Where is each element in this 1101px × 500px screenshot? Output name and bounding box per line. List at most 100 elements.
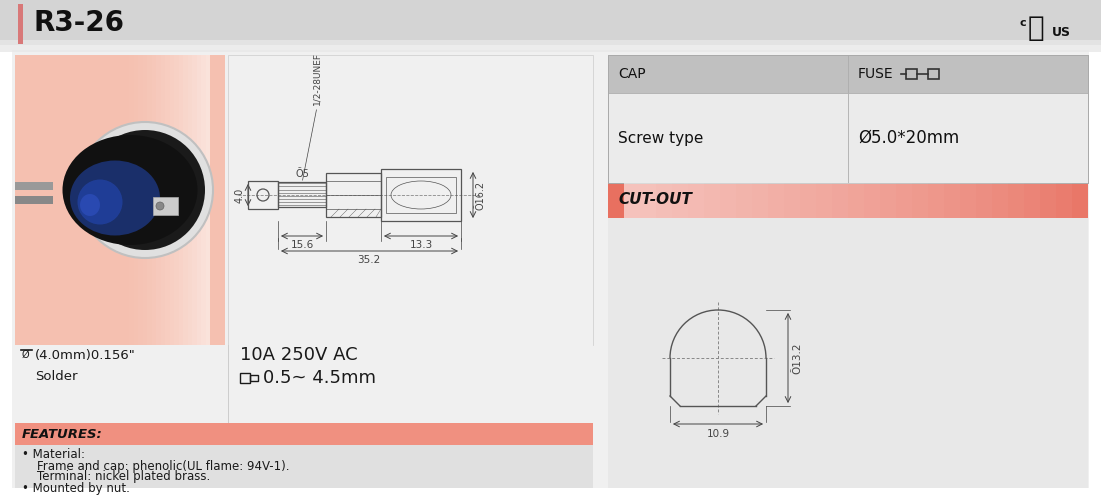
Bar — [133, 55, 138, 345]
Circle shape — [156, 202, 164, 210]
Bar — [15, 423, 593, 445]
Bar — [784, 183, 800, 218]
Bar — [250, 375, 258, 381]
Bar — [381, 169, 461, 221]
Text: Õ5: Õ5 — [295, 169, 309, 179]
Bar — [206, 55, 210, 345]
Bar — [15, 182, 53, 190]
Text: c: c — [1020, 18, 1026, 28]
Bar — [992, 183, 1009, 218]
Bar — [0, 0, 1101, 45]
Bar — [192, 55, 196, 345]
Bar — [15, 445, 593, 488]
Bar — [183, 55, 187, 345]
Bar — [704, 183, 720, 218]
Ellipse shape — [63, 135, 197, 245]
Text: 35.2: 35.2 — [358, 255, 381, 265]
Bar — [178, 55, 183, 345]
Text: Õ13.2: Õ13.2 — [792, 342, 802, 374]
Bar — [672, 183, 688, 218]
Text: FUSE: FUSE — [858, 67, 894, 81]
Bar — [832, 183, 848, 218]
Text: 10.9: 10.9 — [707, 429, 730, 439]
Text: FEATURES:: FEATURES: — [22, 428, 102, 440]
Bar — [15, 196, 53, 204]
Text: Õ16.2: Õ16.2 — [476, 180, 486, 210]
Bar — [152, 55, 156, 345]
Ellipse shape — [70, 160, 160, 236]
Bar — [896, 183, 912, 218]
Bar — [848, 93, 1088, 183]
Bar — [148, 55, 152, 345]
Bar — [944, 183, 960, 218]
Text: 1/2-28UNEF: 1/2-28UNEF — [313, 52, 321, 105]
Bar — [1009, 183, 1024, 218]
Bar — [196, 55, 201, 345]
Bar — [864, 183, 880, 218]
Bar — [816, 183, 832, 218]
Bar — [15, 345, 593, 385]
Bar — [880, 183, 896, 218]
Text: 13.3: 13.3 — [410, 240, 433, 250]
Bar — [156, 55, 161, 345]
Text: 4.0: 4.0 — [235, 188, 246, 202]
Bar — [735, 183, 752, 218]
Text: Ø: Ø — [22, 350, 30, 360]
Bar — [960, 183, 975, 218]
Bar — [228, 55, 593, 345]
Bar — [608, 218, 1088, 488]
Bar — [15, 55, 225, 345]
Bar — [752, 183, 768, 218]
Bar — [975, 183, 992, 218]
Bar — [624, 183, 640, 218]
Bar — [768, 183, 784, 218]
Bar — [0, 40, 1101, 52]
Bar — [800, 183, 816, 218]
Bar — [124, 55, 129, 345]
Bar — [688, 183, 704, 218]
Bar — [201, 55, 206, 345]
Bar — [608, 183, 1088, 218]
Bar — [187, 55, 192, 345]
Text: 10A 250V AC: 10A 250V AC — [240, 346, 358, 364]
Bar — [848, 55, 1088, 93]
Bar — [640, 183, 656, 218]
Bar — [1024, 183, 1040, 218]
Text: R3-26: R3-26 — [33, 9, 124, 37]
Circle shape — [85, 130, 205, 250]
Circle shape — [77, 122, 212, 258]
Bar — [174, 55, 178, 345]
Bar — [928, 183, 944, 218]
Bar — [1088, 183, 1101, 218]
Text: Screw type: Screw type — [618, 130, 704, 146]
Bar — [1056, 183, 1072, 218]
Text: Ⓡ: Ⓡ — [1028, 14, 1045, 42]
Text: • Material:: • Material: — [22, 448, 85, 461]
Text: Terminal: nickel plated brass.: Terminal: nickel plated brass. — [22, 470, 210, 483]
Bar — [326, 173, 381, 217]
Bar — [15, 385, 593, 425]
Text: Solder: Solder — [35, 370, 77, 384]
Text: • Mounted by nut.: • Mounted by nut. — [22, 482, 130, 495]
Bar — [1072, 183, 1088, 218]
Bar — [170, 55, 174, 345]
Bar — [608, 93, 848, 183]
Bar — [12, 50, 1089, 488]
Bar — [720, 183, 735, 218]
Ellipse shape — [80, 194, 100, 216]
Text: CAP: CAP — [618, 67, 645, 81]
Text: Frame and cap: phenolic(UL flame: 94V-1).: Frame and cap: phenolic(UL flame: 94V-1)… — [22, 460, 290, 473]
Bar — [1040, 183, 1056, 218]
Bar — [142, 55, 148, 345]
Bar — [906, 69, 917, 79]
Text: Ø5.0*20mm: Ø5.0*20mm — [858, 129, 959, 147]
Bar — [248, 181, 277, 209]
Text: (4.0mm)0.156": (4.0mm)0.156" — [35, 348, 135, 362]
Bar — [120, 55, 124, 345]
Bar — [18, 4, 23, 44]
Bar — [138, 55, 142, 345]
Ellipse shape — [77, 180, 122, 224]
Bar — [848, 183, 864, 218]
Text: 15.6: 15.6 — [291, 240, 314, 250]
Bar — [912, 183, 928, 218]
